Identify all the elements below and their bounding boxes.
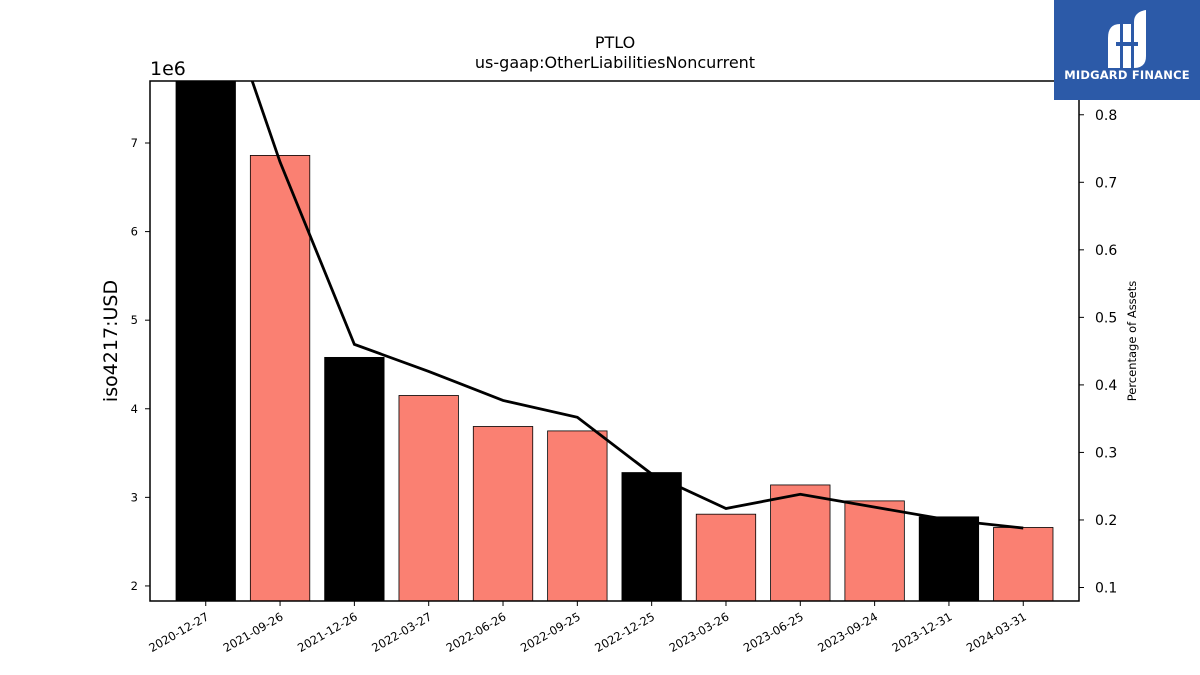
- x-tick-label: 2022-03-27: [369, 609, 434, 655]
- bar: [918, 516, 980, 602]
- bar: [844, 500, 905, 602]
- y2-tick-label: 0.8: [1095, 108, 1117, 124]
- x-tick-label: 2023-06-25: [741, 609, 806, 655]
- x-tick-label: 2024-03-31: [964, 609, 1029, 655]
- y2-tick-label: 0.4: [1095, 378, 1117, 394]
- y-tick-label: 4: [131, 402, 138, 416]
- x-tick-label: 2020-12-27: [146, 609, 211, 655]
- y-tick-label: 2: [131, 579, 138, 593]
- y2-tick-label: 0.6: [1095, 243, 1117, 259]
- bar: [695, 513, 757, 602]
- y-tick-label: 3: [131, 490, 138, 504]
- x-tick-label: 2023-03-26: [667, 609, 732, 655]
- y-tick-label: 7: [131, 136, 138, 150]
- y2-axis-label: Percentage of Assets: [1125, 281, 1139, 402]
- y2-tick-label: 0.3: [1095, 445, 1117, 461]
- y2-tick-label: 0.2: [1095, 513, 1117, 529]
- midgard-logo-icon: [1108, 10, 1146, 68]
- bar: [621, 472, 682, 602]
- x-tick-label: 2023-12-31: [890, 609, 955, 655]
- bar: [547, 430, 608, 602]
- bar: [324, 356, 385, 602]
- x-tick-label: 2023-09-24: [815, 609, 880, 655]
- y-tick-label: 5: [131, 313, 138, 327]
- bar: [249, 155, 311, 602]
- bar: [175, 80, 236, 602]
- x-tick-label: 2022-09-25: [518, 609, 583, 655]
- x-tick-label: 2022-12-25: [592, 609, 657, 655]
- bar: [472, 426, 534, 602]
- plot-frame: [149, 80, 1080, 602]
- y2-tick-label: 0.1: [1095, 580, 1117, 596]
- bar: [993, 527, 1054, 602]
- x-tick-label: 2021-12-26: [295, 609, 360, 655]
- x-tick-label: 2021-09-26: [221, 609, 286, 655]
- y-offset-label: 1e6: [150, 58, 186, 80]
- percent-of-assets-line: [250, 81, 1024, 530]
- x-tick-label: 2022-06-26: [444, 609, 509, 655]
- y2-tick-label: 0.5: [1095, 310, 1117, 326]
- bar: [398, 395, 459, 602]
- chart-subtitle: us-gaap:OtherLiabilitiesNoncurrent: [475, 53, 755, 72]
- y-tick-label: 6: [131, 225, 138, 239]
- brand-logo: MIDGARD FINANCE: [1054, 0, 1200, 100]
- y-axis-label: iso4217:USD: [100, 280, 122, 402]
- y2-tick-label: 0.7: [1095, 175, 1117, 191]
- chart-title: PTLO: [595, 33, 635, 52]
- bar: [770, 484, 831, 602]
- brand-name: MIDGARD FINANCE: [1064, 68, 1190, 82]
